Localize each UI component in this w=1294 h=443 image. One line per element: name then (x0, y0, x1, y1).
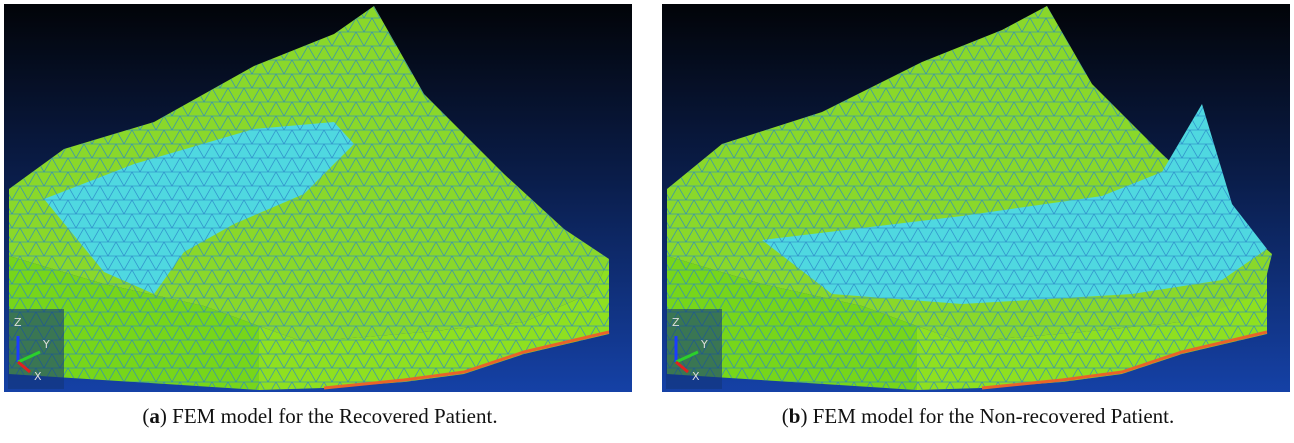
caption-label: a (149, 404, 160, 428)
axis-label: Z (672, 316, 680, 329)
caption-prefix: ( (782, 404, 789, 428)
axis-label: X (692, 370, 700, 383)
fem-image: Z Y X (662, 4, 1290, 392)
axis-label: Z (14, 316, 22, 329)
caption-label: b (789, 404, 801, 428)
caption-text: ) FEM model for the Recovered Patient. (160, 404, 498, 428)
axis-label: X (34, 370, 42, 383)
figure: ZYX(a) FEM model for the Recovered Patie… (0, 0, 1294, 443)
caption: (a) FEM model for the Recovered Patient. (0, 404, 640, 429)
axis-label: Y (700, 338, 708, 351)
fem-image: Z Y X (4, 4, 632, 392)
caption-text: ) FEM model for the Non-recovered Patien… (800, 404, 1174, 428)
caption: (b) FEM model for the Non-recovered Pati… (658, 404, 1294, 429)
axis-label: Y (42, 338, 50, 351)
